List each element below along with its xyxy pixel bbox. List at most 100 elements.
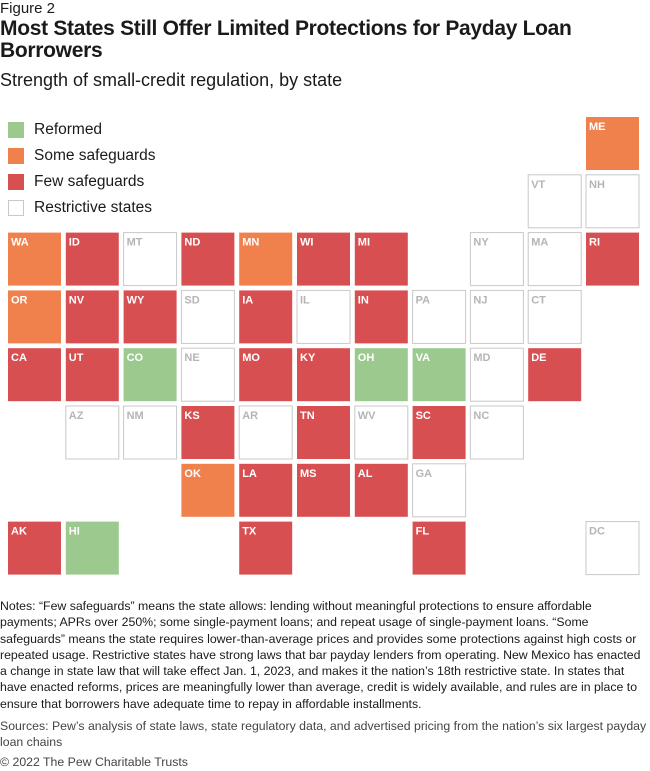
state-tile-rect (527, 232, 582, 287)
state-tile-la: LA (239, 463, 293, 517)
state-tile-label: CA (11, 352, 27, 364)
state-tile-rect (181, 463, 235, 517)
state-tile-sd: SD (180, 289, 235, 344)
state-tile-dc: DC (585, 521, 640, 576)
state-tile-rect (8, 232, 61, 286)
legend-label-few-safeguards: Few safeguards (34, 173, 145, 190)
state-tile-rect (297, 348, 350, 402)
legend-item-few-safeguards: Few safeguards (8, 169, 156, 195)
state-tile-rect (65, 348, 119, 402)
state-tile-label: KS (184, 410, 199, 422)
state-tile-va: VA (412, 348, 466, 402)
state-tile-al: AL (354, 463, 408, 517)
state-tile-pa: PA (412, 289, 467, 344)
state-tile-in: IN (354, 290, 408, 344)
state-tile-label: OK (184, 468, 201, 480)
state-tile-rect (354, 232, 408, 286)
state-tile-nh: NH (585, 174, 640, 229)
state-tile-label: MD (473, 352, 490, 364)
state-tile-label: IA (242, 294, 253, 306)
state-tile-rect (354, 463, 408, 517)
state-tile-rect (65, 405, 120, 460)
state-tile-label: NC (473, 410, 489, 422)
state-tile-ma: MA (527, 232, 582, 287)
state-tile-label: TN (300, 410, 315, 422)
state-tile-rect (412, 348, 466, 402)
state-tile-label: MO (242, 352, 260, 364)
state-tile-ga: GA (412, 463, 467, 518)
state-tile-label: IN (358, 294, 369, 306)
state-tile-rect (297, 406, 350, 459)
state-tile-label: IL (300, 294, 310, 306)
state-tile-label: DE (531, 352, 546, 364)
state-tile-vt: VT (527, 174, 582, 229)
legend-item-reformed: Reformed (8, 117, 156, 143)
state-tile-fl: FL (412, 521, 466, 575)
state-tile-label: CT (531, 294, 546, 306)
state-tile-label: MA (531, 237, 548, 249)
state-tile-me: ME (586, 117, 639, 170)
state-tile-nc: NC (469, 405, 524, 460)
state-tile-mt: MT (123, 232, 178, 287)
state-tile-sc: SC (412, 406, 466, 459)
figure-label: Figure 2 (0, 0, 56, 17)
state-tile-label: AR (242, 410, 258, 422)
state-tile-label: TX (242, 526, 257, 538)
state-tile-rect (239, 232, 293, 286)
state-tile-rect (354, 405, 409, 460)
state-tile-md: MD (469, 347, 524, 402)
state-tile-nv: NV (65, 290, 119, 344)
state-tile-rect (412, 463, 467, 518)
state-tile-or: OR (8, 290, 61, 344)
state-tile-label: GA (416, 468, 433, 480)
state-tile-label: MS (300, 468, 317, 480)
legend-item-some-safeguards: Some safeguards (8, 143, 156, 169)
state-tile-label: AK (11, 526, 27, 538)
state-tile-rect (412, 406, 466, 459)
state-tile-label: AZ (69, 410, 84, 422)
state-tile-label: MI (358, 237, 370, 249)
state-tile-label: WI (300, 237, 313, 249)
state-tile-rect (123, 348, 177, 402)
state-tile-rect (123, 232, 178, 287)
state-tile-rect (239, 290, 293, 344)
legend-label-reformed: Reformed (34, 121, 103, 138)
state-tile-rect (8, 290, 61, 344)
state-tile-rect (469, 347, 524, 402)
state-tile-rect (354, 348, 408, 402)
chart-title: Most States Still Offer Limited Protecti… (0, 17, 572, 62)
state-tile-rect (180, 347, 235, 402)
state-tile-label: SD (184, 294, 199, 306)
state-tile-rect (239, 521, 293, 575)
state-tile-ri: RI (586, 232, 639, 286)
state-tile-rect (469, 232, 524, 287)
legend-swatch-restrictive (8, 200, 24, 216)
state-tile-wy: WY (123, 290, 177, 344)
state-tile-label: CO (127, 352, 144, 364)
state-tile-ut: UT (65, 348, 119, 402)
state-tile-label: RI (589, 237, 600, 249)
state-tile-tx: TX (239, 521, 293, 575)
state-tile-mo: MO (239, 348, 293, 402)
state-tile-rect (65, 232, 119, 286)
state-tile-ny: NY (469, 232, 524, 287)
state-tile-hi: HI (65, 521, 119, 575)
state-tile-label: LA (242, 468, 257, 480)
state-tile-ks: KS (181, 406, 235, 459)
state-tile-rect (469, 405, 524, 460)
state-tile-mi: MI (354, 232, 408, 286)
state-tile-ne: NE (180, 347, 235, 402)
state-tile-rect (527, 174, 582, 229)
state-tile-label: VT (531, 179, 545, 191)
state-tile-il: IL (296, 289, 351, 344)
state-tile-label: HI (69, 526, 80, 538)
state-tile-ct: CT (527, 289, 582, 344)
state-tile-label: NE (184, 352, 199, 364)
state-tile-rect (238, 405, 293, 460)
state-tile-rect (180, 289, 235, 344)
state-tile-rect (412, 289, 467, 344)
state-tile-label: ID (69, 237, 80, 249)
copyright: © 2022 The Pew Charitable Trusts (0, 755, 188, 769)
state-tile-label: NV (69, 294, 85, 306)
